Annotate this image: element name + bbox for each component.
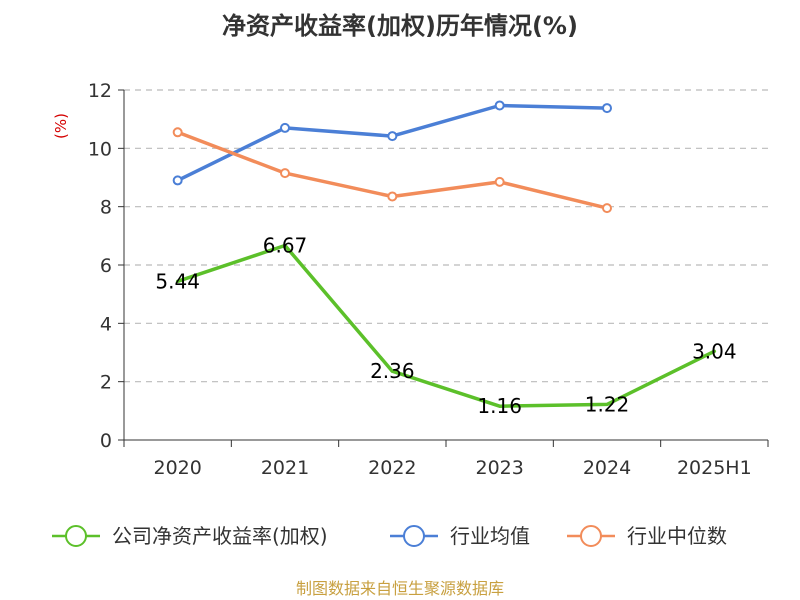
y-tick-label: 8 — [100, 197, 112, 219]
series-point — [280, 122, 290, 133]
y-unit-label: (%) — [52, 113, 70, 139]
data-label: 6.67 — [263, 233, 308, 257]
y-tick-label: 0 — [100, 430, 112, 452]
legend-label: 行业均值 — [450, 524, 530, 548]
data-label: 1.16 — [477, 394, 522, 418]
chart-title: 净资产收益率(加权)历年情况(%) — [222, 12, 578, 40]
series-point — [172, 175, 183, 186]
legend-marker-icon — [65, 525, 87, 547]
x-tick-label: 2020 — [153, 457, 201, 479]
grid-lines — [124, 89, 768, 383]
data-label: 1.22 — [585, 392, 630, 416]
series-point — [387, 191, 398, 202]
series-point — [494, 176, 505, 187]
y-tick-label: 12 — [88, 80, 112, 102]
x-tick-label: 2025H1 — [677, 457, 752, 479]
axes: 0 2 4 6 8 10 12 2020 2021 2022 2023 2024 2025H1 — [88, 80, 769, 479]
x-tick-label: 2022 — [368, 457, 416, 479]
legend-label: 公司净资产收益率(加权) — [112, 524, 328, 548]
x-tick-label: 2021 — [261, 457, 309, 479]
series-point — [387, 131, 398, 142]
series-point — [494, 100, 505, 111]
y-tick-label: 2 — [100, 372, 112, 394]
y-tick-label: 10 — [88, 138, 112, 160]
legend-marker-icon — [580, 525, 602, 547]
y-tick-label: 6 — [100, 255, 112, 277]
legend-label: 行业中位数 — [627, 524, 727, 548]
data-label: 2.36 — [370, 359, 415, 383]
series-point — [172, 127, 183, 138]
legend: 公司净资产收益率(加权) 行业均值 行业中位数 — [52, 524, 727, 548]
x-tick-label: 2024 — [583, 457, 631, 479]
data-labels: 5.44 6.67 2.36 1.16 1.22 3.04 — [155, 233, 736, 418]
series-line-0 — [175, 243, 717, 408]
legend-marker-icon — [403, 525, 425, 547]
data-label: 5.44 — [155, 269, 200, 293]
series-line-1 — [175, 103, 609, 183]
data-label: 3.04 — [692, 339, 737, 363]
series-point — [280, 168, 290, 179]
series-point — [602, 103, 612, 114]
source-note: 制图数据来自恒生聚源数据库 — [296, 579, 504, 598]
series-point — [602, 203, 612, 214]
x-tick-label: 2023 — [475, 457, 523, 479]
series-lines — [172, 100, 717, 408]
y-tick-label: 4 — [100, 313, 112, 335]
